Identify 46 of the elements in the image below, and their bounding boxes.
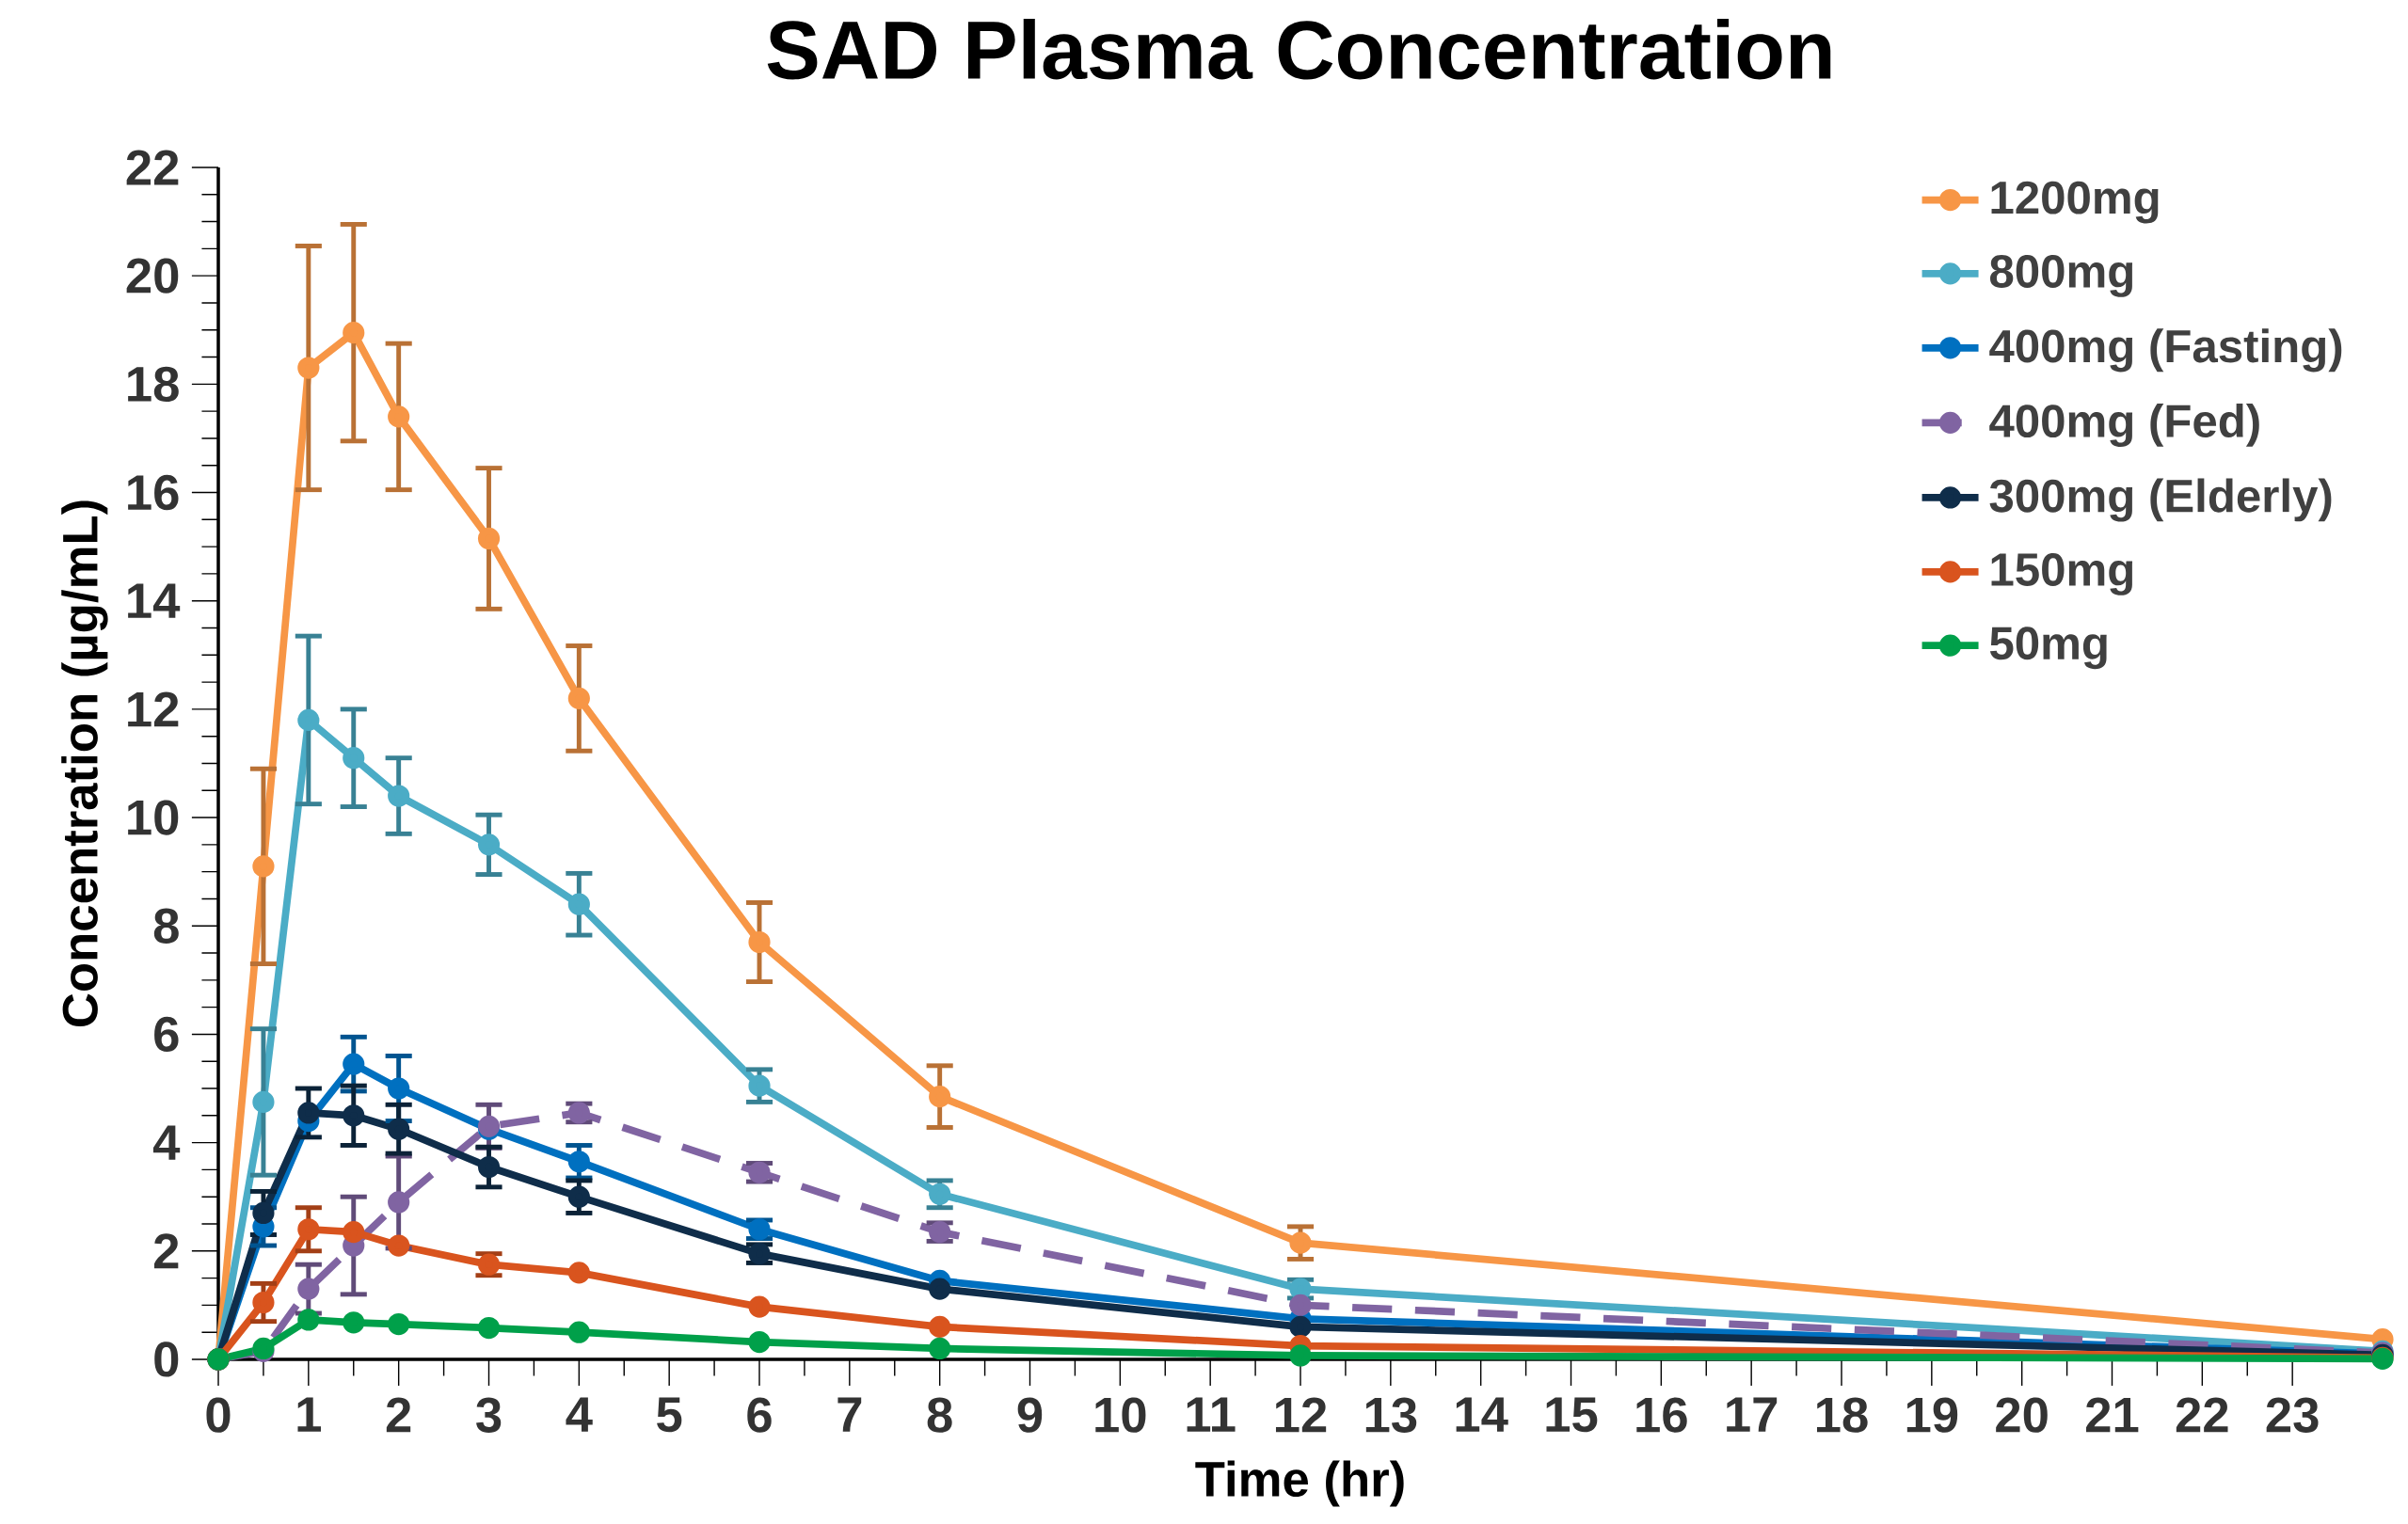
y-tick-label: 10 bbox=[128, 800, 179, 835]
x-tick-label: 20 bbox=[1996, 1397, 2048, 1433]
legend-label: 50mg bbox=[1989, 627, 2107, 670]
y-tick-label: 16 bbox=[128, 474, 179, 511]
x-tick-label: 10 bbox=[1095, 1397, 1146, 1433]
chart-title: SAD Plasma Concentration bbox=[767, 18, 1831, 80]
x-tick-label: 18 bbox=[1816, 1397, 1868, 1433]
y-tick-label: 22 bbox=[126, 150, 179, 185]
x-tick-label: 0 bbox=[206, 1397, 231, 1433]
y-tick-label: 0 bbox=[154, 1341, 179, 1377]
y-axis-title: Concentration (µg/mL) bbox=[61, 500, 108, 1027]
x-tick-label: 8 bbox=[927, 1397, 952, 1433]
legend-label: 150mg bbox=[1991, 553, 2133, 595]
legend-label: 800mg bbox=[1989, 255, 2133, 297]
legend-label: 400mg (Fed) bbox=[1989, 403, 2259, 447]
x-tick-label: 4 bbox=[566, 1397, 593, 1432]
y-tick-label: 20 bbox=[126, 258, 179, 294]
legend-label: 300mg (Elderly) bbox=[1989, 478, 2332, 522]
x-tick-label: 5 bbox=[657, 1397, 682, 1433]
legend-label: 1200mg bbox=[1991, 181, 2159, 224]
x-tick-label: 12 bbox=[1275, 1397, 1327, 1433]
x-tick-label: 21 bbox=[2086, 1397, 2139, 1433]
x-tick-label: 19 bbox=[1906, 1397, 1958, 1433]
legend-label: 400mg (Fasting) bbox=[1989, 328, 2342, 373]
x-tick-label: 14 bbox=[1456, 1397, 1508, 1432]
x-tick-label: 22 bbox=[2176, 1397, 2228, 1433]
x-tick-label: 13 bbox=[1365, 1397, 1417, 1433]
x-tick-label: 2 bbox=[386, 1397, 411, 1433]
x-tick-label: 1 bbox=[297, 1397, 322, 1432]
x-tick-label: 15 bbox=[1546, 1397, 1598, 1433]
x-tick-label: 16 bbox=[1636, 1397, 1687, 1433]
y-tick-label: 18 bbox=[128, 366, 179, 402]
y-tick-label: 8 bbox=[153, 908, 179, 944]
y-tick-label: 12 bbox=[128, 691, 179, 727]
x-tick-label: 6 bbox=[747, 1397, 772, 1433]
x-tick-label: 11 bbox=[1187, 1397, 1236, 1432]
y-tick-label: 6 bbox=[154, 1016, 179, 1053]
x-tick-label: 23 bbox=[2266, 1397, 2319, 1433]
x-tick-label: 3 bbox=[476, 1397, 502, 1433]
x-axis-title: Time (hr) bbox=[1195, 1460, 1404, 1507]
y-tick-label: 14 bbox=[128, 583, 181, 618]
x-tick-label: 7 bbox=[837, 1397, 862, 1432]
y-tick-label: 4 bbox=[152, 1125, 181, 1160]
x-tick-label: 17 bbox=[1727, 1397, 1778, 1432]
x-tick-label: 9 bbox=[1017, 1397, 1043, 1433]
y-tick-label: 2 bbox=[153, 1233, 179, 1269]
